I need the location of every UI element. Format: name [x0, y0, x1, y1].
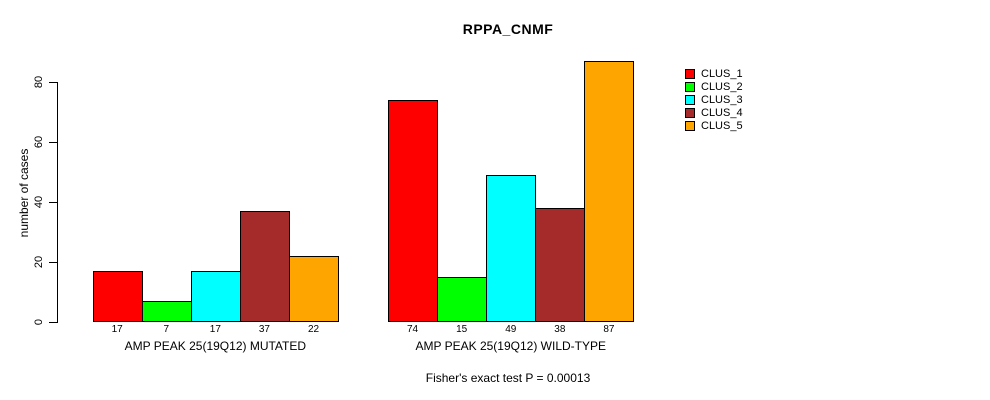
legend-item-clus_5: CLUS_5 — [685, 119, 743, 132]
bar-value-label: 87 — [603, 324, 615, 335]
bar-value-label: 37 — [258, 324, 270, 335]
bar-clus_4-group2 — [535, 208, 586, 322]
chart-title: RPPA_CNMF — [462, 21, 554, 37]
bar-clus_4-group1 — [239, 211, 290, 322]
y-axis-tick — [49, 82, 57, 83]
x-axis-group-label: AMP PEAK 25(19Q12) WILD-TYPE — [415, 339, 607, 353]
legend-item-clus_1: CLUS_1 — [685, 67, 743, 80]
legend-label: CLUS_2 — [701, 80, 743, 93]
bar-value-label: 38 — [554, 324, 566, 335]
bar-clus_2-group2 — [437, 277, 488, 322]
bar-value-label: 17 — [209, 324, 221, 335]
bar-value-label: 49 — [505, 324, 517, 335]
y-axis-tick-label: 0 — [33, 318, 45, 326]
legend-swatch-clus_2 — [685, 81, 695, 92]
bar-clus_3-group2 — [486, 175, 537, 322]
y-axis-tick — [49, 142, 57, 143]
y-axis-tick-label: 40 — [33, 195, 45, 209]
legend-item-clus_2: CLUS_2 — [685, 80, 743, 93]
y-axis-tick-label: 80 — [33, 75, 45, 89]
y-axis-tick-label: 60 — [33, 135, 45, 149]
legend-swatch-clus_5 — [685, 120, 695, 131]
bar-value-label: 22 — [307, 324, 320, 335]
bar-value-label: 74 — [406, 324, 419, 335]
y-axis-tick — [49, 262, 57, 263]
bar-clus_1-group1 — [92, 271, 143, 322]
x-axis-group-label: AMP PEAK 25(19Q12) MUTATED — [124, 339, 307, 353]
legend-label: CLUS_3 — [701, 93, 743, 106]
legend-swatch-clus_3 — [685, 94, 695, 105]
bar-clus_5-group2 — [584, 61, 635, 322]
bar-clus_1-group2 — [388, 100, 439, 322]
bar-clus_2-group1 — [141, 301, 192, 322]
bar-clus_3-group1 — [190, 271, 241, 322]
legend-swatch-clus_4 — [685, 107, 695, 118]
bar-value-label: 17 — [111, 324, 123, 335]
legend-label: CLUS_5 — [701, 119, 743, 132]
legend-label: CLUS_1 — [701, 67, 743, 80]
legend-swatch-clus_1 — [685, 68, 695, 79]
legend-item-clus_4: CLUS_4 — [685, 106, 743, 119]
fisher-test-annotation: Fisher's exact test P = 0.00013 — [425, 371, 591, 385]
y-axis-tick — [49, 322, 57, 323]
legend-label: CLUS_4 — [701, 106, 743, 119]
y-axis-tick — [49, 202, 57, 203]
legend-item-clus_3: CLUS_3 — [685, 93, 743, 106]
bar-value-label: 15 — [456, 324, 468, 335]
y-axis-tick-label: 20 — [33, 255, 45, 269]
bar-value-label: 7 — [163, 324, 170, 335]
y-axis-line — [57, 82, 58, 323]
bar-clus_5-group1 — [289, 256, 340, 322]
